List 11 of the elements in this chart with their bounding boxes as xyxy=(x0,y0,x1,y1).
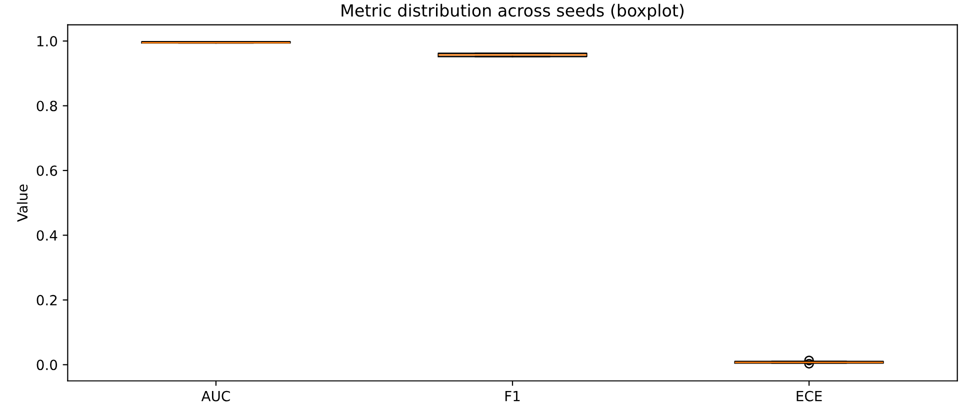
y-tick-label: 0.6 xyxy=(36,165,58,176)
chart-title: Metric distribution across seeds (boxplot) xyxy=(342,4,684,20)
x-tick-label: ECE xyxy=(796,390,822,402)
y-tick-label: 0.4 xyxy=(36,230,58,241)
y-tick-label: 0.2 xyxy=(36,294,57,306)
x-tick-label: AUC xyxy=(201,390,230,402)
x-tick-label: F1 xyxy=(505,391,520,402)
y-axis-title: Value xyxy=(16,184,28,222)
y-tick-label: 0.0 xyxy=(36,360,58,370)
y-tick-label: 1.0 xyxy=(37,36,58,46)
y-tick-label: 0.8 xyxy=(36,100,58,112)
